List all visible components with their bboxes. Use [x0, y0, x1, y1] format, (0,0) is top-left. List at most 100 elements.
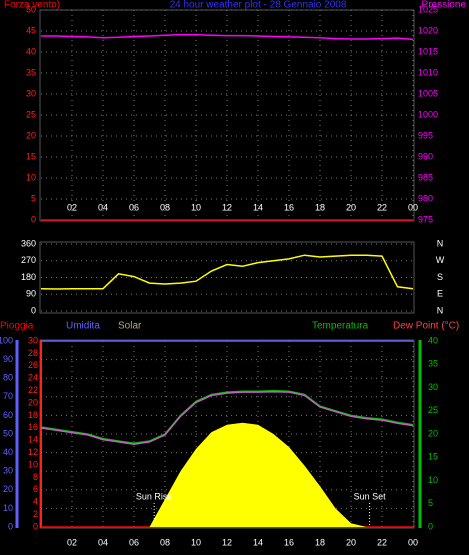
y-tick-label: 270: [21, 255, 36, 265]
y-tick-label: 30: [3, 466, 13, 476]
y-tick-label: 25: [26, 109, 36, 119]
y-tick-label: 180: [21, 272, 36, 282]
y2-tick-label: 1010: [418, 67, 438, 77]
y2-tick-label: 1015: [418, 46, 438, 56]
y2-tick-label: S: [437, 272, 443, 282]
x-tick-label: 04: [98, 202, 108, 212]
y2-tick-label: 5: [428, 498, 433, 508]
y2-tick-label: 1025: [418, 4, 438, 14]
x-tick-label: 08: [160, 537, 170, 547]
y3-tick-label: 0: [33, 521, 38, 531]
y-tick-label: 15: [26, 151, 36, 161]
y2-tick-label: 995: [418, 130, 433, 140]
y-tick-label: 45: [26, 25, 36, 35]
y3-tick-label: 4: [33, 497, 38, 507]
x-tick-label: 14: [253, 537, 263, 547]
y3-tick-label: 12: [28, 447, 38, 457]
y3-tick-label: 18: [28, 410, 38, 420]
y-tick-label: 0: [31, 214, 36, 224]
x-tick-label: 04: [98, 537, 108, 547]
annotation: Sun Set: [354, 491, 387, 501]
line: [41, 34, 414, 41]
y2-tick-label: N: [437, 305, 444, 315]
legend-label: Pioggia: [0, 321, 34, 332]
y3-tick-label: 30: [28, 335, 38, 345]
y-tick-label: 90: [3, 354, 13, 364]
y2-tick-label: 35: [428, 359, 438, 369]
y-tick-label: 0: [31, 305, 36, 315]
x-tick-label: 00: [408, 202, 418, 212]
y-tick-label: 40: [26, 46, 36, 56]
y-tick-label: 70: [3, 391, 13, 401]
x-tick-label: 06: [129, 202, 139, 212]
y3-tick-label: 10: [28, 459, 38, 469]
x-tick-label: 10: [191, 202, 201, 212]
y2-tick-label: 25: [428, 405, 438, 415]
y-tick-label: 30: [26, 88, 36, 98]
line: [40, 390, 414, 445]
y3-tick-label: 28: [28, 348, 38, 358]
chart-title: 24 hour weather plot - 28 Gennaio 2008: [170, 0, 347, 11]
annotation: Sun Rise: [136, 491, 173, 501]
y-tick-label: 0: [8, 521, 13, 531]
y3-tick-label: 6: [33, 484, 38, 494]
y2-tick-label: 10: [428, 475, 438, 485]
x-tick-label: 18: [315, 202, 325, 212]
x-tick-label: 12: [222, 202, 232, 212]
y2-tick-label: 1000: [418, 109, 438, 119]
y2-tick-label: 0: [428, 521, 433, 531]
y-tick-label: 360: [21, 238, 36, 248]
y3-tick-label: 8: [33, 472, 38, 482]
y3-tick-label: 26: [28, 360, 38, 370]
y3-tick-label: 16: [28, 422, 38, 432]
y2-tick-label: N: [437, 238, 444, 248]
y-tick-label: 20: [3, 484, 13, 494]
y2-tick-label: E: [437, 289, 443, 299]
y2-tick-label: 15: [428, 452, 438, 462]
panel-frame: [39, 241, 415, 314]
y-tick-label: 50: [26, 4, 36, 14]
x-tick-label: 14: [253, 202, 263, 212]
x-tick-label: 08: [160, 202, 170, 212]
y-tick-label: 40: [3, 447, 13, 457]
x-tick-label: 20: [346, 537, 356, 547]
x-tick-label: 02: [67, 202, 77, 212]
legend-label: Solar: [118, 321, 142, 332]
y2-tick-label: 1005: [418, 88, 438, 98]
x-tick-label: 16: [284, 537, 294, 547]
y2-tick-label: 980: [418, 193, 433, 203]
y2-tick-label: 30: [428, 382, 438, 392]
y2-tick-label: 990: [418, 151, 433, 161]
y-tick-label: 5: [31, 193, 36, 203]
x-tick-label: 22: [377, 202, 387, 212]
y3-tick-label: 14: [28, 435, 38, 445]
y-tick-label: 50: [3, 428, 13, 438]
x-tick-label: 16: [284, 202, 294, 212]
y2-tick-label: W: [436, 255, 445, 265]
y2-tick-label: 20: [428, 428, 438, 438]
x-tick-label: 20: [346, 202, 356, 212]
legend-label: Umidita: [66, 321, 100, 332]
line: [40, 390, 414, 445]
legend-label: Temperatura: [312, 321, 369, 332]
y2-tick-label: 985: [418, 172, 433, 182]
y-tick-label: 90: [26, 289, 36, 299]
y2-tick-label: 40: [428, 335, 438, 345]
x-tick-label: 18: [315, 537, 325, 547]
x-tick-label: 22: [377, 537, 387, 547]
y3-tick-label: 22: [28, 385, 38, 395]
line: [40, 254, 414, 290]
y2-tick-label: 975: [418, 214, 433, 224]
y3-tick-label: 24: [28, 373, 38, 383]
y-tick-label: 60: [3, 410, 13, 420]
y-tick-label: 20: [26, 130, 36, 140]
legend-label: Pressione: [422, 0, 467, 11]
y-tick-label: 10: [26, 172, 36, 182]
y3-tick-label: 2: [33, 509, 38, 519]
x-tick-label: 12: [222, 537, 232, 547]
y-tick-label: 35: [26, 67, 36, 77]
x-tick-label: 10: [191, 537, 201, 547]
x-tick-label: 00: [408, 537, 418, 547]
area: [41, 422, 413, 527]
